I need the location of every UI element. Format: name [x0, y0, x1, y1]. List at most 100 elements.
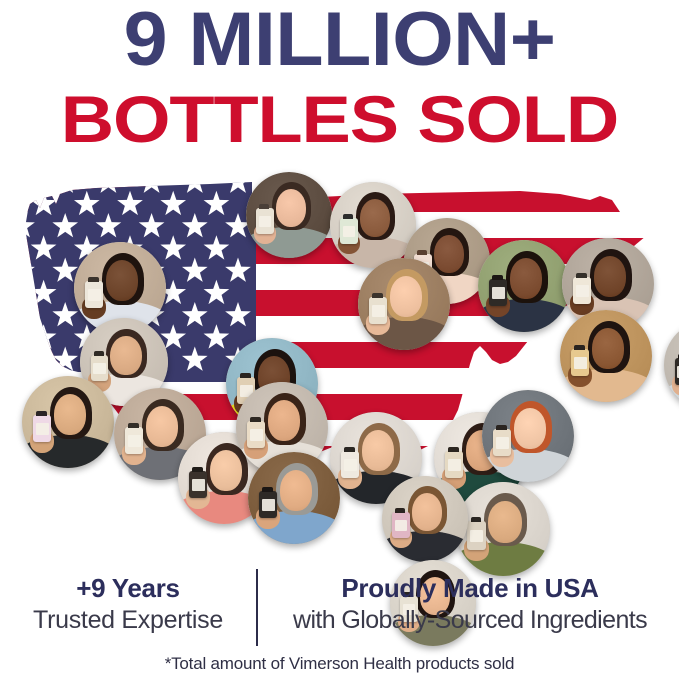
photo-face [488, 500, 522, 543]
photo-face [509, 258, 543, 300]
bottle-cap [677, 353, 679, 359]
customer-photo [22, 376, 114, 468]
photo-face [275, 189, 307, 228]
flag-star [95, 213, 122, 238]
badge-years-title: +9 Years [76, 573, 180, 603]
flag-star [26, 182, 35, 193]
usa-map-flag-graphic [0, 160, 679, 646]
flag-star [181, 346, 208, 371]
flag-star [30, 235, 57, 260]
photo-face [361, 430, 395, 472]
flag-star [52, 257, 79, 282]
flag-star [160, 235, 187, 260]
flag-star [225, 213, 251, 238]
bottle-cap [240, 372, 251, 378]
headline-line-1: 9 MILLION+ [123, 0, 556, 82]
product-bottle [247, 420, 266, 449]
flag-star [181, 302, 208, 327]
bottle-cap [470, 517, 482, 523]
customer-photo [456, 482, 550, 576]
customer-photo [390, 560, 476, 646]
product-bottle [674, 357, 679, 385]
photo-face [105, 260, 139, 302]
photo-face [433, 235, 465, 274]
badge-years: +9 Years Trusted Expertise [10, 572, 246, 636]
product-bottle [400, 596, 418, 622]
product-bottle [341, 450, 360, 479]
product-bottle [571, 348, 590, 377]
product-bottle [33, 414, 52, 443]
product-bottle [467, 521, 487, 550]
headline-line-2: BOTTLES SOLD [60, 82, 620, 156]
bottle-cap [128, 422, 139, 428]
customer-photo [248, 452, 340, 544]
flag-star [52, 213, 79, 238]
flag-star [30, 190, 57, 216]
photo-face [110, 335, 142, 375]
customer-photo [382, 476, 468, 562]
flag-star [203, 324, 230, 349]
bottle-cap [496, 424, 507, 430]
flag-star [203, 235, 230, 260]
bottle-cap [36, 410, 47, 416]
product-bottle [369, 296, 388, 325]
bottle-cap [344, 446, 355, 452]
photo-face [593, 256, 627, 298]
customer-photo [330, 182, 416, 268]
product-bottle [445, 450, 464, 479]
bottle-cap [492, 274, 503, 280]
customer-photo [478, 240, 570, 332]
badge-made-in-usa-subtitle: with Globally-Sourced Ingredients [292, 606, 648, 634]
photo-face [279, 470, 313, 512]
photo-face [419, 577, 451, 616]
product-bottle [256, 208, 274, 234]
bottle-cap [372, 292, 383, 298]
flag-star [160, 324, 187, 349]
flag-star [181, 257, 208, 282]
bottle-cap [448, 446, 459, 452]
customer-photo [246, 172, 332, 258]
product-bottle [259, 490, 278, 519]
photo-face [591, 328, 625, 370]
flag-star [117, 190, 143, 216]
badge-divider [256, 569, 258, 646]
flag-star [26, 346, 35, 371]
photo-hand [672, 374, 679, 396]
flag-star [52, 346, 79, 371]
flag-star [225, 302, 251, 327]
bottle-cap [576, 272, 587, 278]
product-bottle [573, 276, 592, 305]
flag-star [203, 279, 230, 305]
product-bottle [85, 280, 104, 309]
badge-years-subtitle: Trusted Expertise [33, 606, 223, 634]
product-bottle [189, 470, 208, 499]
photo-face [513, 408, 547, 450]
bottle-cap [93, 351, 104, 356]
product-bottle [340, 218, 358, 244]
badge-made-in-usa: Proudly Made in USA with Globally-Source… [266, 572, 674, 636]
customer-photo [358, 258, 450, 350]
flag-star [160, 190, 187, 216]
flag-star [52, 182, 79, 193]
product-bottle [90, 354, 109, 382]
photo-face [411, 493, 443, 532]
bottle-cap [574, 344, 585, 350]
product-bottle [125, 426, 144, 455]
photo-face [359, 199, 391, 238]
customer-photo [562, 238, 654, 330]
product-bottle [392, 512, 410, 538]
flag-star [160, 279, 187, 305]
bottle-cap [417, 250, 428, 255]
photo-face [145, 406, 179, 448]
bottle-cap [403, 592, 414, 597]
product-bottle [489, 278, 508, 307]
flag-star [138, 213, 165, 238]
bottle-cap [192, 466, 203, 472]
bottle-cap [262, 486, 273, 492]
photo-face [389, 276, 423, 318]
bottle-cap [88, 276, 99, 282]
customer-photo [482, 390, 574, 482]
bottle-cap [395, 508, 406, 513]
flag-star [73, 190, 100, 216]
